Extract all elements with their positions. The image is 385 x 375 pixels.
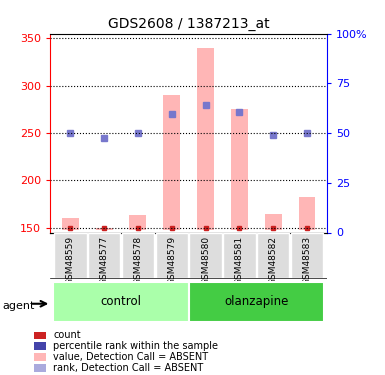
Text: count: count: [53, 330, 81, 340]
Text: GSM48578: GSM48578: [134, 236, 142, 285]
FancyBboxPatch shape: [291, 233, 323, 278]
Bar: [163, 95, 180, 230]
Bar: [265, 214, 281, 230]
Bar: [231, 110, 248, 230]
Bar: [34, 332, 46, 339]
Bar: [197, 48, 214, 230]
FancyBboxPatch shape: [257, 233, 290, 278]
Text: value, Detection Call = ABSENT: value, Detection Call = ABSENT: [53, 352, 208, 362]
Text: rank, Detection Call = ABSENT: rank, Detection Call = ABSENT: [53, 363, 204, 373]
FancyBboxPatch shape: [223, 233, 256, 278]
Text: percentile rank within the sample: percentile rank within the sample: [53, 341, 218, 351]
FancyBboxPatch shape: [54, 233, 87, 278]
Bar: [34, 364, 46, 372]
Text: GSM48580: GSM48580: [201, 236, 210, 285]
Text: GSM48583: GSM48583: [303, 236, 311, 285]
Text: olanzapine: olanzapine: [224, 296, 288, 308]
Text: GSM48577: GSM48577: [100, 236, 109, 285]
Text: GSM48559: GSM48559: [66, 236, 75, 285]
Text: control: control: [100, 296, 142, 308]
FancyBboxPatch shape: [54, 282, 189, 322]
FancyBboxPatch shape: [189, 233, 222, 278]
FancyBboxPatch shape: [88, 233, 121, 278]
Text: GSM48582: GSM48582: [269, 236, 278, 285]
Bar: [34, 353, 46, 361]
Bar: [129, 216, 146, 229]
Text: GSM48581: GSM48581: [235, 236, 244, 285]
Bar: [96, 228, 112, 230]
Text: GSM48579: GSM48579: [167, 236, 176, 285]
FancyBboxPatch shape: [156, 233, 188, 278]
Bar: [34, 342, 46, 350]
Title: GDS2608 / 1387213_at: GDS2608 / 1387213_at: [108, 17, 270, 32]
FancyBboxPatch shape: [122, 233, 154, 278]
Text: agent: agent: [2, 301, 34, 310]
FancyBboxPatch shape: [189, 282, 324, 322]
Bar: [298, 196, 315, 230]
Bar: [62, 218, 79, 229]
